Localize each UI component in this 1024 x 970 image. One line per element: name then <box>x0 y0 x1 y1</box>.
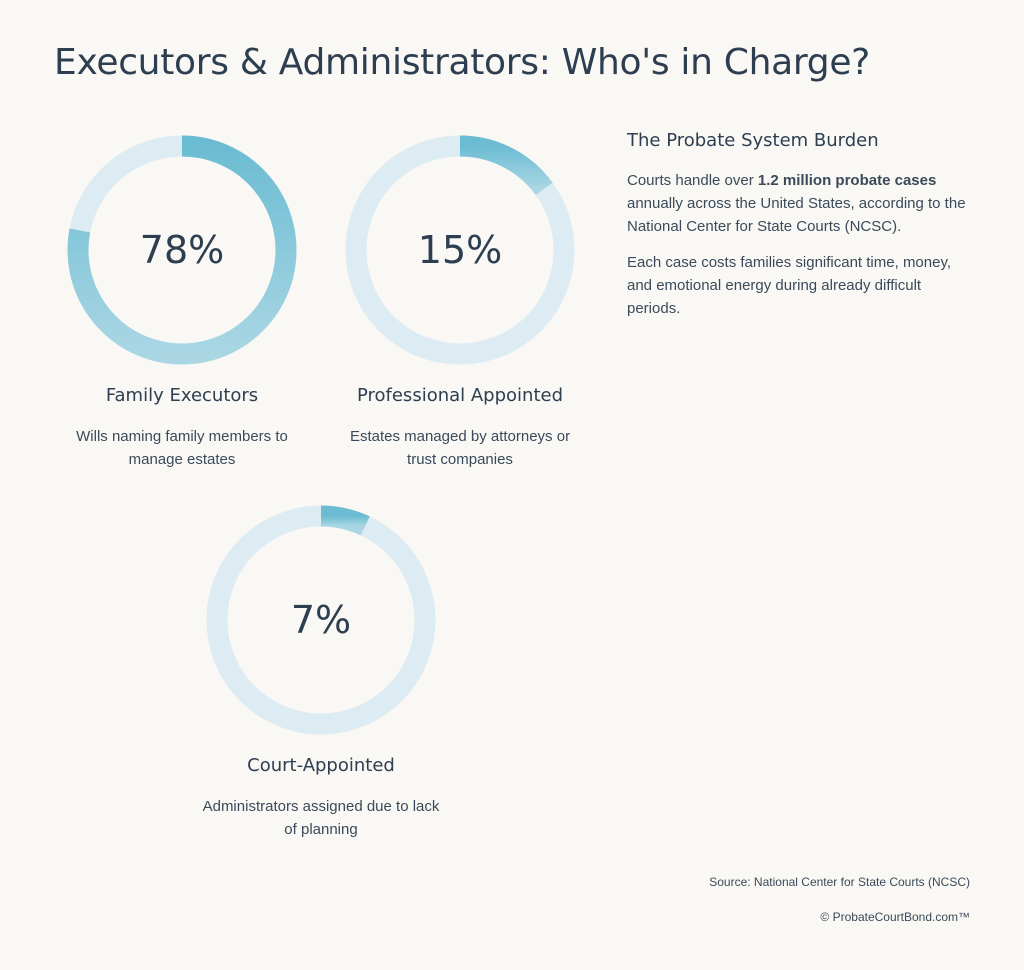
donut-arc <box>459 135 553 196</box>
chart-caption: Wills naming family members to manage es… <box>76 428 288 468</box>
donut-arc <box>320 505 370 536</box>
value-label: 78% <box>140 228 224 272</box>
chart-title: Professional Appointed <box>356 385 564 406</box>
copyright: © ProbateCourtBond.com™ <box>820 910 970 924</box>
chart-title: Court-Appointed <box>247 755 395 776</box>
chart-caption: Administrators assigned due to lack of p… <box>202 798 440 838</box>
bold-text: 1.2 million probate cases <box>757 172 937 189</box>
text: annually across the United States, accor… <box>627 195 966 235</box>
value-label: 15% <box>418 228 502 272</box>
chart-title: Family Executors <box>105 385 259 406</box>
chart-caption: Estates managed by attorneys or trust co… <box>349 428 571 468</box>
source: Source: National Center for State Courts… <box>709 875 970 889</box>
sidebar-paragraph: Courts handle over 1.2 million probate c… <box>627 169 972 238</box>
donut-arc <box>67 135 297 365</box>
sidebar-paragraph: Each case costs families significant tim… <box>627 254 952 317</box>
value-label: 7% <box>291 598 351 642</box>
text: Courts handle over <box>627 172 758 189</box>
page-title: Executors & Administrators: Who's in Cha… <box>54 42 870 83</box>
sidebar-heading: The Probate System Burden <box>627 130 879 151</box>
